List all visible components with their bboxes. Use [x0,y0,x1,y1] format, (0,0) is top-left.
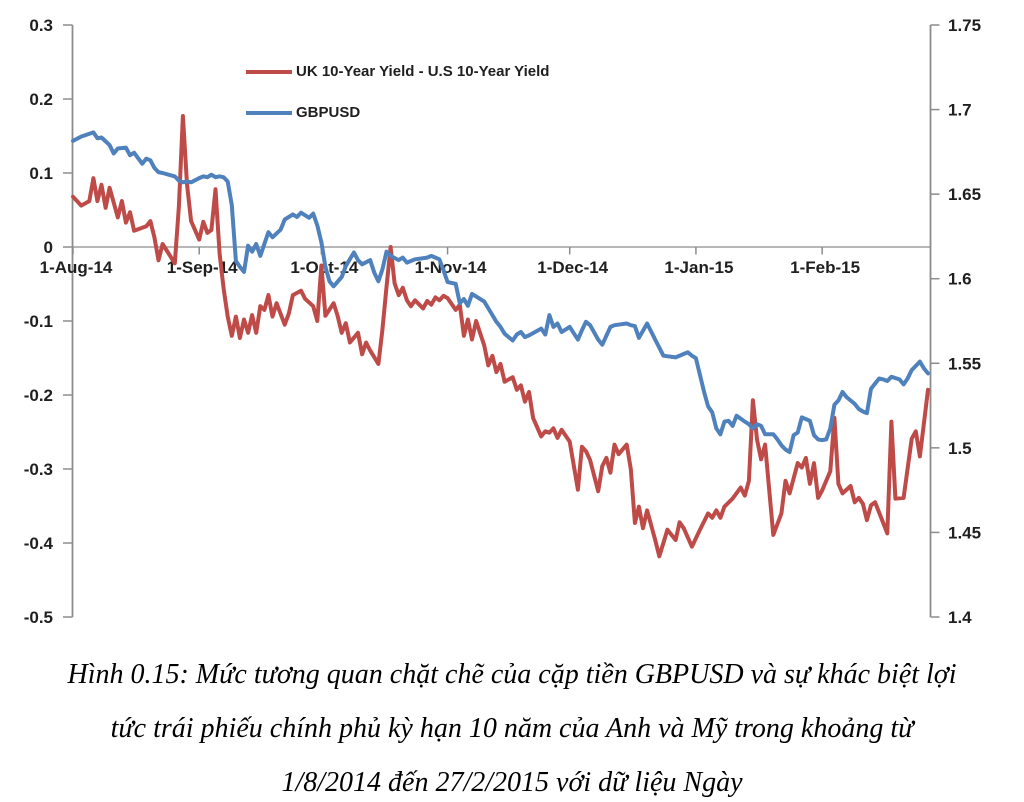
left-axis-tick-label: 0.1 [29,164,53,183]
legend-item-gbpusd: GBPUSD [246,101,558,125]
x-axis-tick-label: 1-Aug-14 [40,258,113,277]
left-axis-tick-label: -0.3 [24,460,53,479]
right-axis-tick-label: 1.55 [948,354,981,373]
right-axis-tick-label: 1.4 [948,608,972,627]
right-axis-tick-label: 1.6 [948,270,972,289]
legend-label-gbpusd: GBPUSD [296,104,361,121]
left-axis-tick-label: -0.1 [24,312,53,331]
left-axis-tick-label: -0.4 [24,534,54,553]
legend-item-yield-spread: UK 10-Year Yield - U.S 10-Year Yield [246,60,558,84]
figure-caption: Hình 0.15: Mức tương quan chặt chẽ của c… [0,648,1024,802]
caption-line-2: tức trái phiếu chính phủ kỳ hạn 10 năm c… [110,713,914,744]
left-axis-tick-label: 0.2 [29,90,53,109]
caption-line-3: 1/8/2014 đến 27/2/2015 với dữ liệu Ngày [281,767,743,798]
right-axis-tick-label: 1.45 [948,523,981,542]
right-axis-tick-label: 1.5 [948,439,972,458]
caption-line-1: Hình 0.15: Mức tương quan chặt chẽ của c… [67,659,957,690]
x-axis-tick-label: 1-Feb-15 [790,258,860,277]
x-axis-tick-label: 1-Sep-14 [167,258,238,277]
right-axis-tick-label: 1.75 [948,16,981,35]
dual-axis-line-chart: 0.3 0.2 0.1 0 -0.1 -0.2 -0.3 -0.4 -0.5 1.75 1.7 1.6… [24,16,981,627]
series-line-gbpusd [71,130,930,455]
chart-legend: UK 10-Year Yield - U.S 10-Year Yield GBP… [246,60,558,125]
chart-canvas: 0.3 0.2 0.1 0 -0.1 -0.2 -0.3 -0.4 -0.5 1.75 1.7 1.6… [24,16,981,627]
x-axis-tick-label: 1-Jan-15 [664,258,733,277]
x-axis-tick-label: 1-Nov-14 [415,258,487,277]
series-line-uk-us-10y-spread [71,114,930,559]
left-axis-tick-label: -0.5 [24,608,53,627]
left-axis-tick-label: -0.2 [24,386,53,405]
legend-swatch-blue-line [246,111,292,115]
left-axis-tick-label: 0 [44,238,53,257]
legend-swatch-red-line [246,70,292,74]
left-axis-tick-label: 0.3 [29,16,53,35]
right-axis-tick-label: 1.7 [948,101,972,120]
x-axis-tick-label: 1-Dec-14 [537,258,608,277]
right-axis-tick-label: 1.65 [948,185,981,204]
legend-label-yield-spread: UK 10-Year Yield - U.S 10-Year Yield [296,63,550,80]
